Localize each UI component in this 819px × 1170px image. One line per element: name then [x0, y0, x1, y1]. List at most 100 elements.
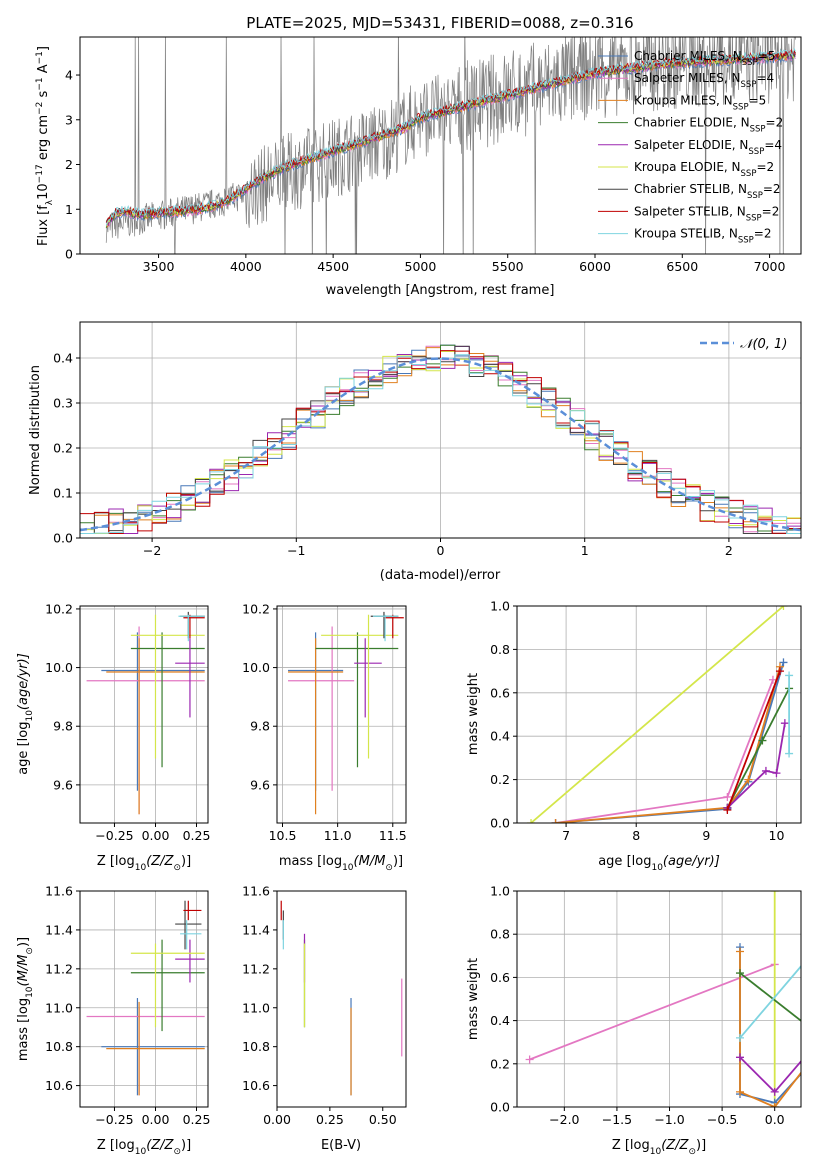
data-point-marker [802, 1021, 810, 1029]
data-point-marker [770, 891, 779, 895]
data-point-marker [802, 1051, 810, 1059]
x-axis-label: age [log10(age/yr)] [598, 854, 720, 873]
x-tick-label: 3500 [143, 259, 175, 274]
weight-series-line [555, 666, 781, 823]
y-tick-label: 10.8 [242, 1039, 270, 1054]
y-tick-label: 11.2 [242, 961, 270, 976]
data-point-marker [744, 775, 753, 784]
data-point-marker [735, 1033, 744, 1042]
y-axis-label: age [log10(age/yr)] [16, 653, 35, 775]
x-tick-label: 4500 [317, 259, 349, 274]
data-point-marker [723, 805, 732, 814]
y-tick-label: 9.6 [53, 777, 73, 792]
axes-frame [79, 605, 209, 824]
x-axis-label: Z [log10(Z/Z⊙)] [612, 1138, 706, 1157]
y-axis-label: mass [log10(M/M⊙)] [16, 937, 35, 1061]
mass-vs-extinction-panel: 0.00 0.25 0.50 10.6 10.8 11.0 11.2 11.4 11.6 E(B-… [242, 884, 407, 1153]
data-point-marker [735, 1087, 744, 1096]
y-axis-label: Flux [fλ10−17 erg cm−2 s−1 A−1] [35, 46, 55, 246]
y-tick-label: 0.8 [490, 927, 510, 942]
data-point-marker [779, 606, 788, 610]
data-point-marker [723, 792, 732, 801]
y-tick-label: 9.8 [53, 719, 73, 734]
y-tick-label: 0.2 [490, 1056, 510, 1071]
x-tick-label: 9 [702, 828, 710, 843]
data-point-marker [772, 769, 781, 778]
x-axis-label: wavelength [Angstrom, rest frame] [326, 283, 555, 298]
y-axis-label: Normed distribution [28, 365, 43, 495]
x-tick-label: 10.5 [269, 828, 297, 843]
x-tick-label: 6000 [579, 259, 611, 274]
y-tick-label: 9.8 [250, 719, 270, 734]
y-tick-label: 0.2 [53, 441, 73, 456]
x-tick-label: 10 [769, 828, 785, 843]
x-axis-label: mass [log10(M/M⊙)] [279, 854, 403, 873]
data-point-marker [761, 766, 770, 775]
weight-vs-age-panel: 7 8 9 10 0.0 0.2 0.4 0.6 0.8 1.0 age [log10(age/yr… [466, 599, 802, 873]
y-tick-label: 1.0 [490, 884, 510, 899]
y-tick-label: 0.6 [490, 685, 510, 700]
weight-series-line [530, 606, 785, 823]
y-tick-label: 10.6 [242, 1078, 270, 1093]
legend-label: Chabrier ELODIE, NSSP=2 [634, 116, 783, 135]
y-tick-label: 9.6 [250, 777, 270, 792]
y-tick-label: 0.2 [490, 772, 510, 787]
x-axis-label: (data-model)/error [380, 568, 501, 583]
weight-series-line [555, 679, 774, 823]
legend-label: Salpeter MILES, NSSP=4 [634, 71, 774, 90]
data-point-marker [802, 1062, 810, 1070]
mass-vs-metallicity-panel: −0.25 0.00 0.25 10.6 10.8 11.0 11.2 11.4 11.6 Z [… [16, 884, 210, 1158]
y-axis-label: mass weight [466, 958, 481, 1040]
x-tick-label: −1 [287, 543, 305, 558]
x-tick-label: −0.25 [95, 828, 133, 843]
y-tick-label: 10.2 [242, 601, 270, 616]
y-tick-label: 3 [65, 112, 73, 127]
y-tick-label: 0.0 [53, 531, 73, 546]
data-point-marker [802, 1004, 810, 1012]
data-point-marker [770, 1087, 779, 1096]
x-tick-label: 4000 [230, 259, 262, 274]
data-point-marker [551, 819, 560, 823]
y-tick-label: 10.2 [45, 601, 73, 616]
y-tick-label: 0.4 [490, 729, 510, 744]
y-axis-label: mass weight [466, 673, 481, 755]
x-tick-label: 6500 [666, 259, 698, 274]
x-tick-label: 0 [437, 543, 445, 558]
legend-label: Kroupa MILES, NSSP=5 [634, 93, 766, 112]
x-tick-label: 0.25 [316, 1112, 344, 1127]
legend-label: Salpeter STELIB, NSSP=2 [634, 204, 779, 223]
y-tick-label: 0.3 [53, 396, 73, 411]
figure-title: PLATE=2025, MJD=53431, FIBERID=0088, z=0… [246, 14, 633, 32]
y-tick-label: 11.6 [45, 884, 73, 899]
x-tick-label: 0.00 [142, 1112, 170, 1127]
data-point-marker [735, 1053, 744, 1062]
y-tick-label: 10.0 [242, 660, 270, 675]
y-tick-label: 10.0 [45, 660, 73, 675]
x-tick-label: −0.25 [95, 1112, 133, 1127]
x-tick-label: 1 [581, 543, 589, 558]
axes-frame [79, 36, 802, 255]
axes-frame [516, 605, 802, 824]
x-axis-label: Z [log10(Z/Z⊙)] [97, 854, 191, 873]
x-tick-label: 0.00 [142, 828, 170, 843]
x-tick-label: −2.0 [549, 1112, 579, 1127]
x-tick-label: 11.5 [379, 828, 407, 843]
weight-series-line [529, 963, 776, 1061]
x-tick-label: 5000 [405, 259, 437, 274]
x-tick-label: −0.5 [707, 1112, 737, 1127]
data-point-marker [802, 956, 810, 964]
data-point-marker [785, 671, 794, 680]
y-tick-label: 0.1 [53, 486, 73, 501]
model-spectrum-line [105, 47, 796, 226]
plot-area [525, 891, 810, 1107]
x-tick-label: 0.25 [183, 828, 211, 843]
plot-area [288, 611, 404, 815]
legend-label: Chabrier STELIB, NSSP=2 [634, 182, 781, 201]
y-tick-label: 2 [65, 157, 73, 172]
x-tick-label: 7 [562, 828, 570, 843]
data-point-marker [780, 719, 789, 728]
data-point-marker [735, 947, 744, 956]
x-tick-label: 8 [632, 828, 640, 843]
data-point-marker [527, 819, 536, 823]
